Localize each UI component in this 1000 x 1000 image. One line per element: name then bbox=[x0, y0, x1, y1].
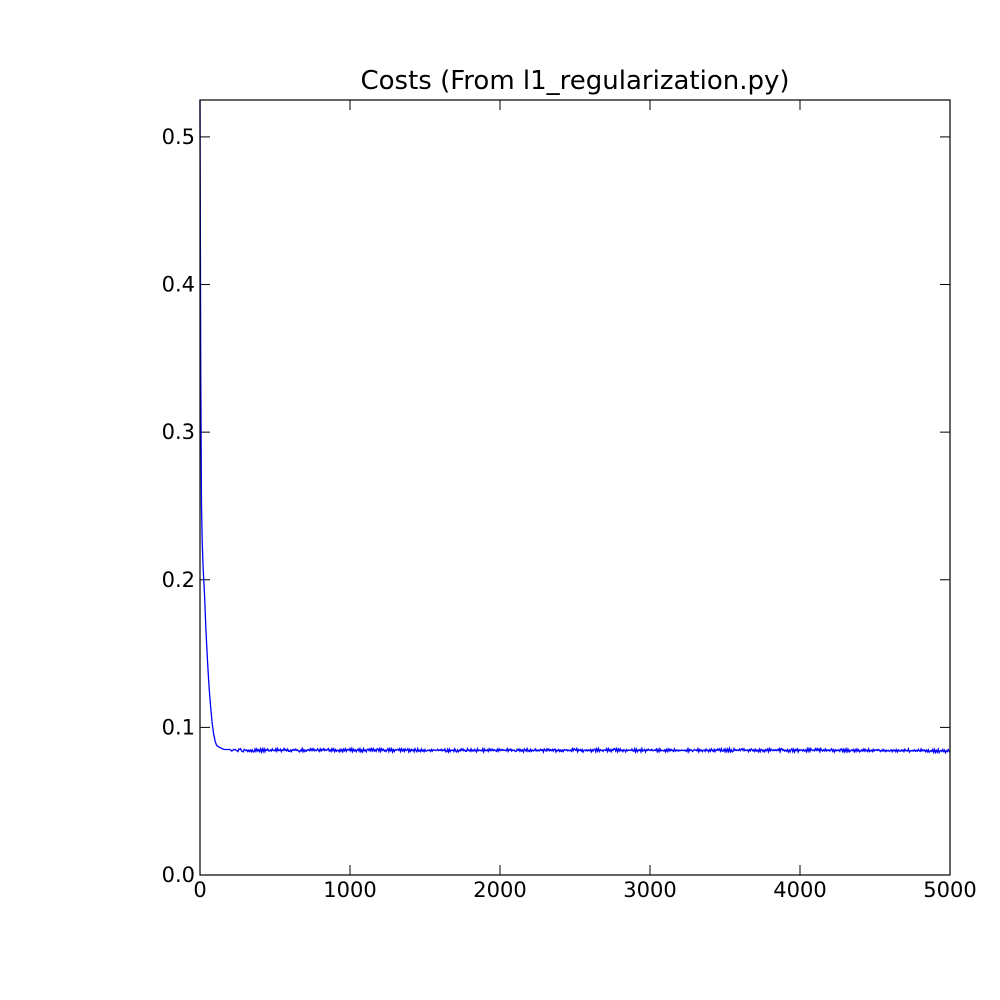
y-tick-label: 0.3 bbox=[162, 420, 195, 444]
series-layer bbox=[199, 99, 951, 755]
x-tick-label: 0 bbox=[193, 878, 206, 902]
y-tick-label: 0.1 bbox=[162, 715, 195, 739]
y-tick-label: 0.5 bbox=[162, 125, 195, 149]
y-tick-label: 0.0 bbox=[162, 863, 195, 887]
x-tick-label: 4000 bbox=[773, 878, 826, 902]
x-tick-label: 2000 bbox=[473, 878, 526, 902]
plot-frame bbox=[199, 99, 951, 876]
x-tick-label: 3000 bbox=[623, 878, 676, 902]
axis-ticks: 0 1000 2000 3000 4000 5000 0.0 0.1 0.2 0.3 0.4 0.5 bbox=[162, 100, 977, 902]
chart-title: Costs (From l1_regularization.py) bbox=[360, 66, 790, 96]
y-tick-label: 0.2 bbox=[162, 568, 195, 592]
y-tick-label: 0.4 bbox=[162, 273, 195, 297]
x-tick-label: 5000 bbox=[923, 878, 976, 902]
series-line bbox=[199, 99, 951, 755]
x-tick-label: 1000 bbox=[323, 878, 376, 902]
